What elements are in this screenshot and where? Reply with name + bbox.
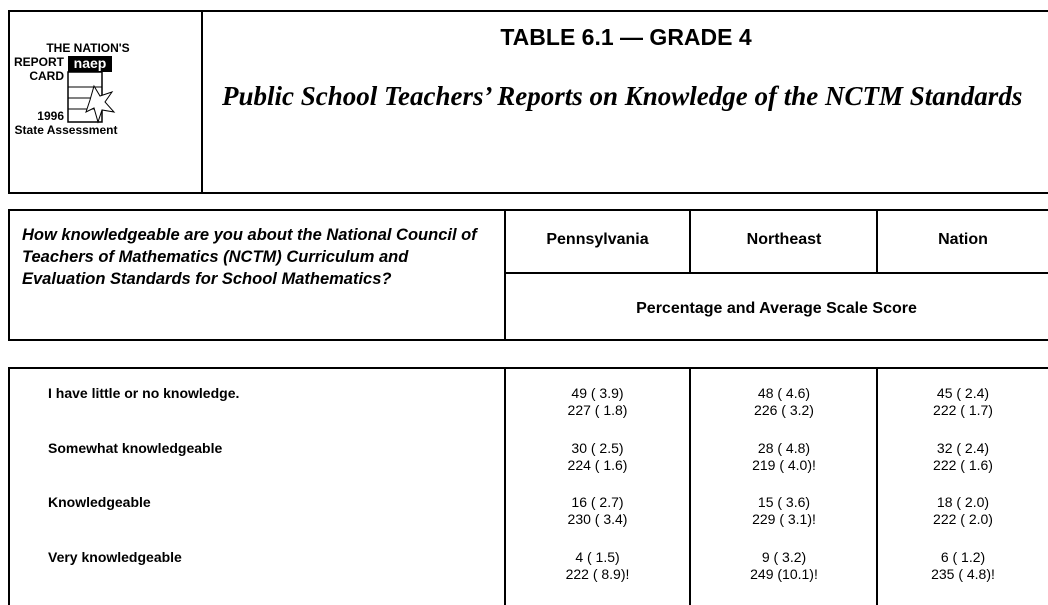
logo-text: 1996 (37, 109, 64, 123)
cell-value: 16 ( 2.7) (571, 494, 624, 510)
col-divider (504, 367, 506, 605)
logo-text: CARD (29, 69, 64, 83)
title: TABLE 6.1 — GRADE 4 (500, 24, 752, 50)
question: How knowledgeable are you about the Nati… (22, 226, 477, 288)
row-label: Somewhat knowledgeable (48, 439, 223, 456)
row-label: Knowledgeable (48, 494, 151, 510)
cell-value: 4 ( 1.5) (575, 548, 620, 565)
header-box (8, 10, 1048, 194)
col-divider (504, 209, 506, 341)
cell-value: 222 ( 1.7) (933, 402, 993, 418)
col-divider (689, 367, 691, 605)
cell-value: 222 ( 8.9)! (565, 565, 630, 582)
cell-value: 18 ( 2.0) (936, 494, 990, 510)
cell-value: 6 ( 1.2) (940, 548, 986, 565)
cell-value: 48 ( 4.6) (757, 385, 811, 401)
cell-value: 222 ( 1.6) (933, 456, 993, 473)
column-header: Northeast (746, 231, 822, 248)
cell-value: 9 ( 3.2) (761, 548, 807, 565)
cell-value: 32 ( 2.4) (936, 439, 990, 456)
logo-text: REPORT (14, 55, 65, 69)
header-divider (201, 10, 203, 194)
cell-value: 49 ( 3.9) (571, 385, 624, 401)
cell-value: 226 ( 3.2) (754, 402, 814, 418)
cell-value: 224 ( 1.6) (567, 456, 628, 473)
column-header: Nation (938, 231, 988, 248)
cell-value: 30 ( 2.5) (571, 439, 624, 456)
row-label: Very knowledgeable (48, 548, 182, 565)
logo-brand-box (68, 56, 112, 72)
cell-value: 235 ( 4.8)! (931, 565, 995, 582)
table-header-box (8, 209, 1048, 341)
subtitle: Public School Teachers’ Reports on Knowl… (222, 81, 1023, 111)
cell-value: 15 ( 3.6) (757, 494, 811, 510)
row-label: I have little or no knowledge. (48, 385, 240, 401)
cell-value: 230 ( 3.4) (567, 511, 628, 527)
column-header: Pennsylvania (546, 231, 649, 248)
cell-value: 227 ( 1.8) (567, 402, 628, 418)
col-divider (876, 367, 878, 605)
logo-brand: naep (74, 55, 107, 71)
logo: THE NATION'S REPORT CARD naep 1996 State… (14, 41, 130, 137)
logo-text: State Assessment (15, 123, 118, 137)
cell-value: 219 ( 4.0)! (752, 456, 816, 473)
cell-value: 249 (10.1)! (750, 565, 818, 582)
logo-star (85, 84, 116, 124)
col-divider (876, 209, 878, 274)
body-left-border (8, 367, 10, 605)
row-divider (504, 272, 1048, 274)
cell-value: 229 ( 3.1)! (752, 511, 816, 527)
cell-value: 45 ( 2.4) (936, 385, 990, 401)
cell-value: 28 ( 4.8) (757, 439, 811, 456)
logo-text: THE NATION'S (46, 41, 129, 55)
cell-value: 222 ( 2.0) (933, 511, 993, 527)
body-top-border (8, 367, 1048, 369)
col-divider (689, 209, 691, 274)
subheader: Percentage and Average Scale Score (636, 300, 917, 317)
